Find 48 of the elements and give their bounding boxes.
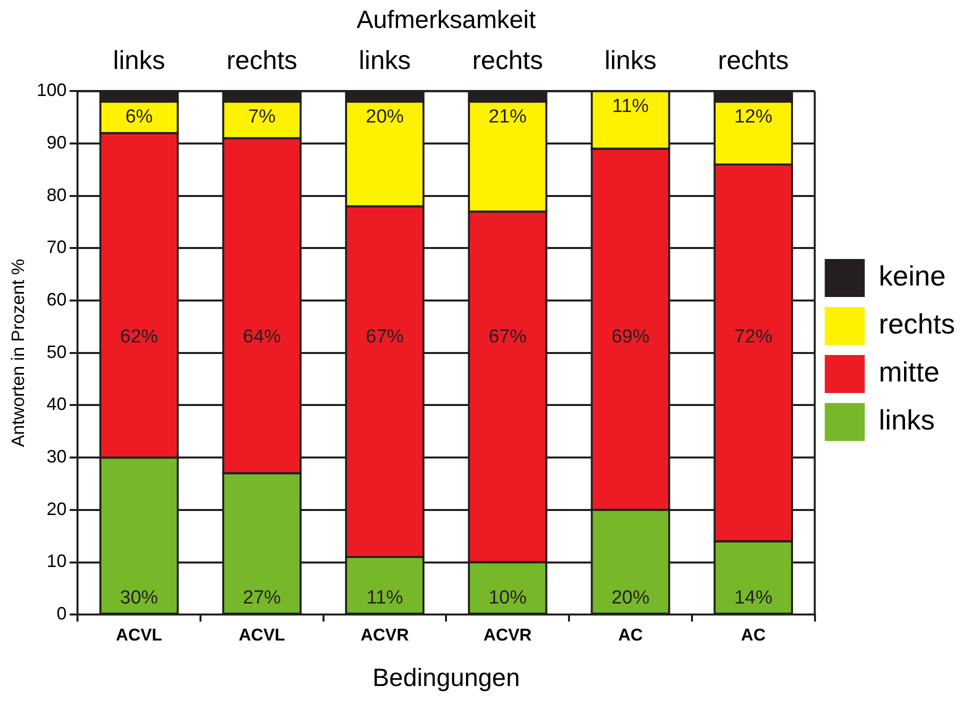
data-label: 62% [120,326,158,348]
data-label: 21% [488,106,527,128]
y-tick-label: 90 [46,132,67,153]
y-tick-label: 70 [46,237,67,258]
y-tick-label: 100 [36,80,67,100]
data-label: 67% [366,326,404,348]
x-tick-label: ACVL [238,625,286,644]
x-tick-label: AC [618,625,643,644]
data-label: 11% [366,587,404,608]
text: links [358,44,411,75]
x-tick-label: ACVR [360,625,409,644]
legend-label: mitte [878,356,940,388]
legend-label: keine [878,260,946,292]
data-label: 30% [120,587,158,608]
data-label: 72% [734,326,772,348]
legend-label: links [878,404,935,436]
x-axis-title: Bedingungen [372,664,520,692]
data-label: 20% [611,587,650,608]
data-label: 6% [125,106,153,128]
text: links [113,44,166,75]
x2-axis-title: Aufmerksamkeit [356,6,536,34]
y-tick-label: 60 [46,290,67,310]
data-label: 20% [366,106,404,128]
y-tick-label: 80 [46,184,67,205]
data-label: 69% [611,326,650,348]
data-label: 7% [248,106,276,128]
data-label: 64% [242,326,282,348]
data-label: 10% [488,587,527,608]
y-tick-label: 10 [46,551,67,572]
data-label: 11% [612,96,649,117]
x-tick-label: ACVL [116,625,162,644]
text: rechts [472,44,544,75]
y-tick-label: 50 [46,342,67,362]
y-axis-title: Antworten in Prozent % [8,258,28,447]
data-label: 67% [488,326,527,348]
text: rechts [718,44,789,75]
data-label: 27% [242,587,282,608]
text: links [604,44,656,75]
data-label: 14% [734,587,772,608]
y-tick-label: 30 [46,446,67,467]
x-tick-label: ACVR [484,625,532,644]
text: rechts [226,44,298,75]
legend-label: rechts [878,308,955,340]
y-tick-label: 40 [46,394,67,414]
y-tick-label: 20 [46,498,67,519]
data-label: 12% [734,106,772,128]
y-tick-label: 0 [56,604,67,624]
x-tick-label: AC [741,625,766,644]
